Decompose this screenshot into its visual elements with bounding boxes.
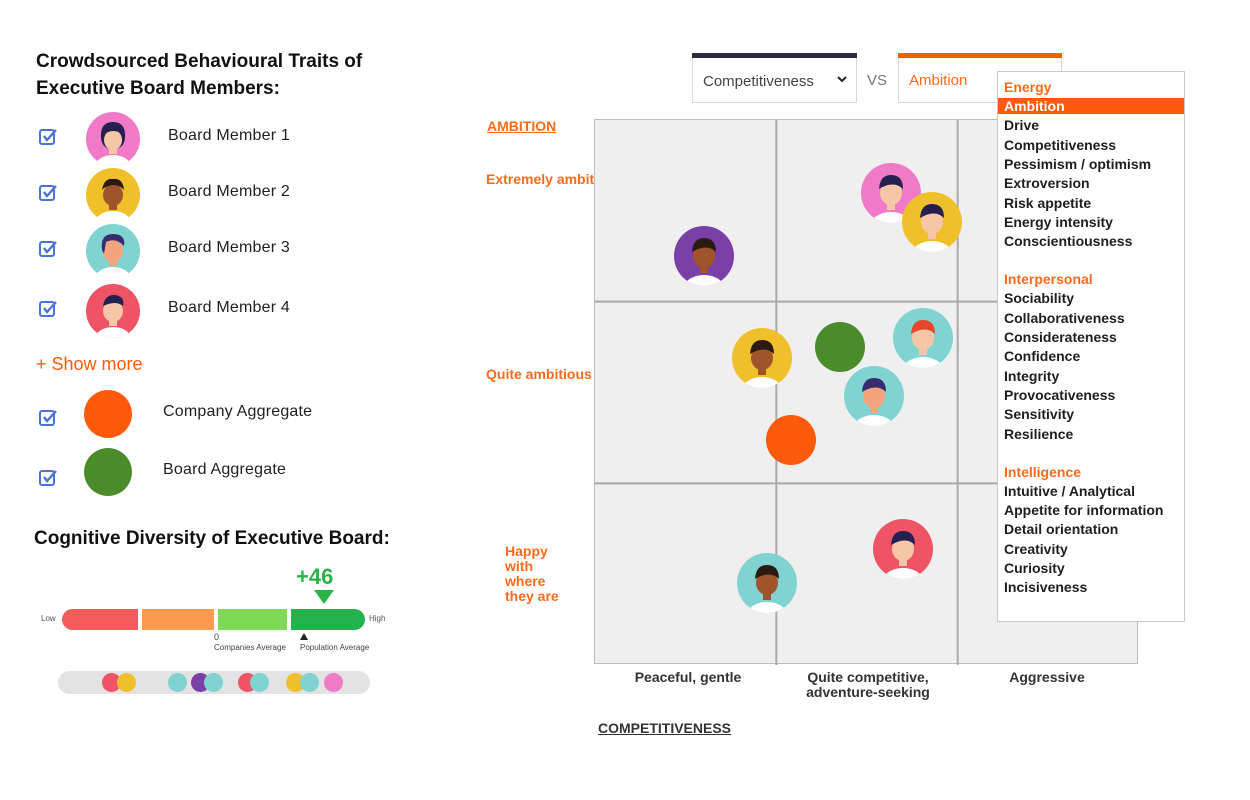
diversity-bar-segment-high	[291, 609, 365, 630]
board-member-point-avatar-icon[interactable]	[737, 553, 798, 614]
dropdown-option[interactable]: Provocativeness	[1004, 386, 1116, 403]
company-aggregate-dot	[84, 390, 132, 438]
checkbox-checked-icon[interactable]	[38, 408, 58, 428]
dropdown-option[interactable]: Energy intensity	[1004, 213, 1113, 230]
checkbox-checked-icon[interactable]	[38, 239, 58, 259]
checkbox-checked-icon[interactable]	[38, 299, 58, 319]
member-row-4[interactable]: Board Member 4	[36, 284, 396, 340]
board-aggregate-label: Board Aggregate	[163, 461, 287, 478]
dropdown-option[interactable]: Intuitive / Analytical	[1004, 482, 1135, 499]
dropdown-option[interactable]: Collaborativeness	[1004, 309, 1125, 326]
bar-low-label: Low	[41, 614, 56, 623]
dropdown-option[interactable]: Confidence	[1004, 348, 1081, 365]
dropdown-option[interactable]: Competitiveness	[1004, 136, 1117, 153]
board-member-point-avatar-icon[interactable]	[873, 518, 934, 579]
member-row-1[interactable]: Board Member 1	[36, 112, 396, 168]
dropdown-option[interactable]: Sociability	[1004, 290, 1075, 307]
board-aggregate-dot	[84, 448, 132, 496]
mini-avatar-icon	[102, 673, 121, 692]
diversity-bar-segment-mid-high	[218, 609, 287, 630]
score-pointer-icon	[314, 590, 334, 604]
aggregate-point[interactable]	[765, 414, 816, 465]
companies-average-label: Companies Average	[214, 643, 286, 652]
points-layer	[595, 120, 1139, 665]
diversity-score: +46	[296, 564, 334, 589]
member-label: Board Member 1	[168, 127, 290, 144]
dropdown-option[interactable]: Resilience	[1004, 425, 1074, 442]
bar-high-label: High	[369, 614, 386, 623]
mini-avatar-icon	[250, 673, 269, 692]
cognitive-diversity-title: Cognitive Diversity of Executive Board:	[34, 528, 390, 549]
y-axis-title: AMBITION	[487, 118, 557, 134]
checkbox-checked-icon[interactable]	[38, 127, 58, 147]
board-member-point-avatar-icon[interactable]	[731, 327, 792, 388]
woman-avatar-icon	[86, 224, 140, 278]
y-trait-value: Ambition	[909, 72, 968, 89]
board-member-point-avatar-icon[interactable]	[844, 366, 905, 427]
mini-avatar-icon	[300, 673, 319, 692]
panel-title-line2: Executive Board Members:	[36, 78, 280, 99]
select-accent-bar	[898, 53, 1062, 58]
checkbox-checked-icon[interactable]	[38, 468, 58, 488]
board-member-point-avatar-icon[interactable]	[673, 226, 734, 287]
population-average-label: Population Average	[300, 643, 370, 652]
member-label: Board Member 3	[168, 239, 290, 256]
dropdown-group-header: Interpersonal	[1004, 271, 1093, 288]
dropdown-option[interactable]: Drive	[1004, 117, 1040, 134]
dropdown-option[interactable]: Creativity	[1004, 540, 1068, 557]
member-row-3[interactable]: Board Member 3	[36, 224, 396, 280]
mini-avatar-icon	[117, 673, 136, 692]
x-trait-value: Competitiveness	[703, 73, 814, 90]
zero-marker-label: 0	[214, 632, 220, 642]
dropdown-option[interactable]: Incisiveness	[1004, 579, 1088, 596]
y-level-label-high: Extremely ambitious	[486, 171, 623, 187]
board-aggregate-row[interactable]: Board Aggregate	[36, 448, 396, 504]
mini-avatar-icon	[204, 673, 223, 692]
chevron-down-icon	[837, 76, 847, 83]
diversity-bar-segment-low	[62, 609, 138, 630]
dropdown-option[interactable]: Ambition	[998, 98, 1184, 114]
dropdown-option[interactable]: Pessimism / optimism	[1004, 155, 1152, 172]
vs-label: VS	[867, 72, 888, 89]
dropdown-group-header: Energy	[1004, 79, 1052, 95]
dropdown-option[interactable]: Extroversion	[1004, 175, 1090, 192]
panel-title-line1: Crowdsourced Behavioural Traits of	[36, 51, 363, 72]
y-level-label-mid: Quite ambitious	[486, 366, 592, 382]
checkbox-checked-icon[interactable]	[38, 183, 58, 203]
x-level-label-low: Peaceful, gentle	[634, 669, 742, 685]
mini-avatar-icon	[324, 673, 343, 692]
x-level-label-high: Aggressive	[1009, 669, 1085, 685]
man-avatar-icon	[86, 168, 140, 222]
population-average-marker-icon	[300, 633, 308, 640]
member-label: Board Member 2	[168, 183, 290, 200]
select-accent-bar	[692, 53, 857, 58]
dropdown-option[interactable]: Considerateness	[1004, 329, 1117, 345]
x-axis-title: COMPETITIVENESS	[598, 720, 732, 736]
x-trait-select[interactable]: Competitiveness	[692, 53, 857, 103]
diversity-bar-segment-mid-low	[142, 609, 214, 630]
company-aggregate-row[interactable]: Company Aggregate	[36, 390, 396, 446]
trait-dropdown-list[interactable]: Energy Ambition Drive Competitiveness Pessim…	[997, 71, 1185, 622]
member-label: Board Member 4	[168, 299, 290, 316]
show-more-link[interactable]: + Show more	[36, 354, 143, 374]
dropdown-group-header: Intelligence	[1004, 463, 1082, 480]
mini-avatar-icon	[168, 673, 187, 692]
board-member-point-avatar-icon[interactable]	[893, 308, 954, 368]
dropdown-option[interactable]: Integrity	[1004, 367, 1060, 384]
dropdown-option[interactable]: Appetite for information	[1004, 502, 1164, 519]
member-row-2[interactable]: Board Member 2	[36, 168, 396, 224]
dropdown-option[interactable]: Risk appetite	[1004, 194, 1092, 211]
dropdown-option[interactable]: Curiosity	[1004, 560, 1065, 576]
dropdown-option[interactable]: Detail orientation	[1004, 521, 1119, 538]
dropdown-option[interactable]: Conscientiousness	[1004, 233, 1133, 250]
woman-avatar-icon	[86, 112, 140, 166]
aggregate-point[interactable]	[814, 322, 865, 373]
x-level-label-mid: Quite competitive, adventure-seeking	[806, 669, 930, 700]
dropdown-option[interactable]: Sensitivity	[1004, 406, 1075, 423]
y-level-label-low: Happy with where they are	[505, 543, 559, 604]
man-avatar-icon	[86, 284, 140, 338]
company-aggregate-label: Company Aggregate	[163, 403, 313, 420]
panel-title: Crowdsourced Behavioural Traits of Execu…	[36, 48, 416, 102]
board-member-point-avatar-icon[interactable]	[902, 191, 963, 252]
